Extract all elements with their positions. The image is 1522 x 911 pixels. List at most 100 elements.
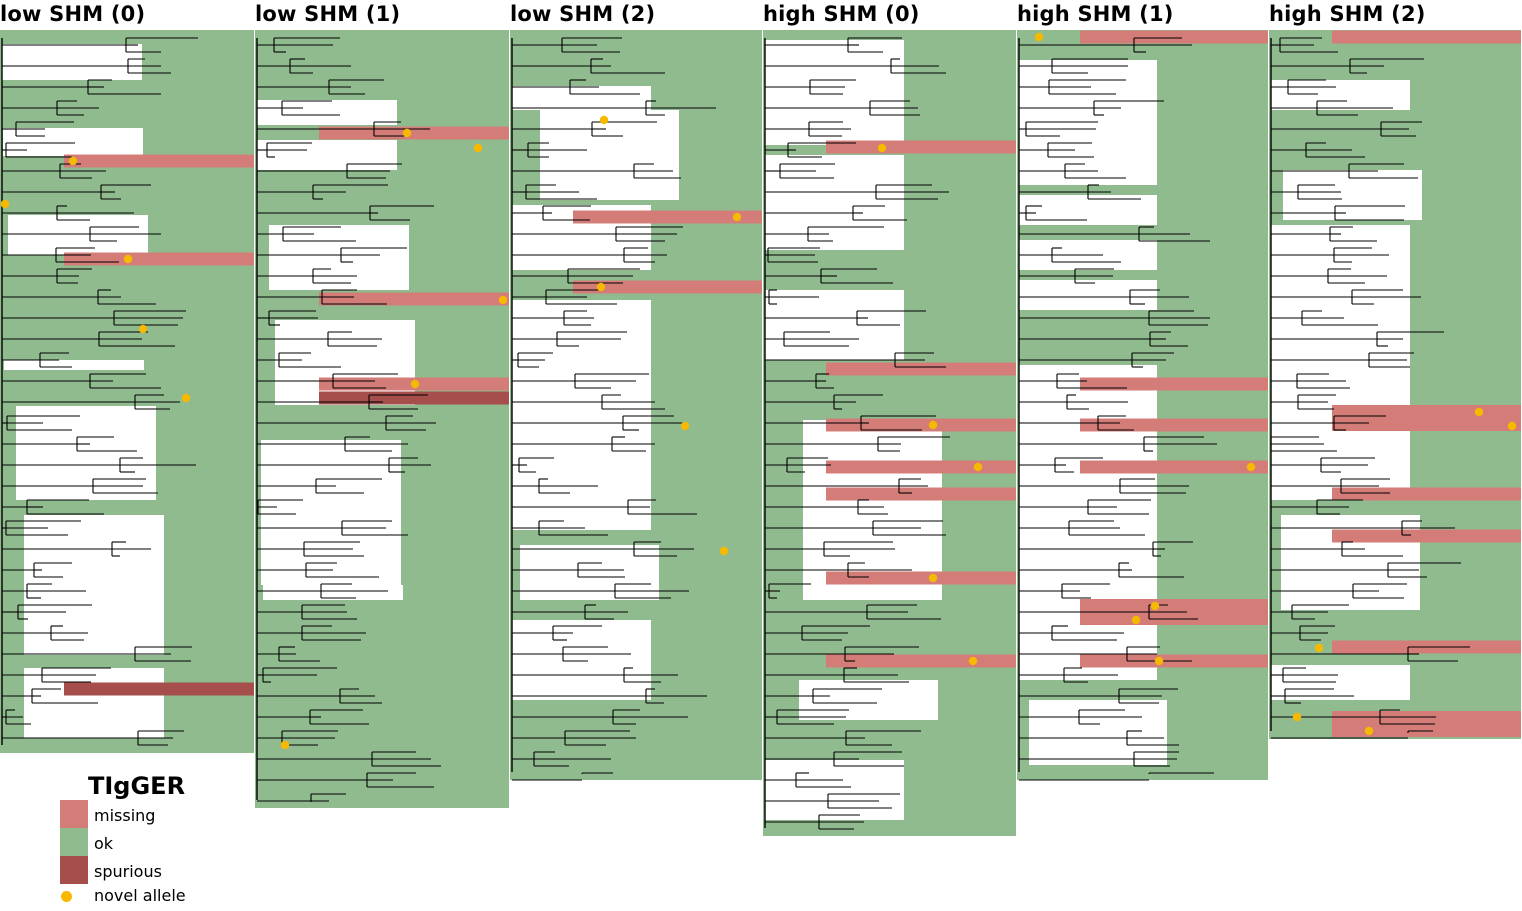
novel-allele-dot: [61, 891, 72, 902]
novel-allele-dot: [410, 379, 420, 389]
panel-title: high SHM (1): [1017, 2, 1174, 26]
unshaded-region: [257, 140, 397, 170]
legend-label-novel-allele: novel allele: [94, 886, 186, 905]
unshaded-region: [257, 100, 397, 125]
novel-allele-dot: [402, 128, 412, 138]
novel-allele-dot: [473, 143, 483, 153]
missing-row: [1080, 460, 1268, 474]
tree-plot: [0, 30, 254, 753]
missing-row: [573, 280, 762, 294]
legend-label-spurious: spurious: [94, 862, 162, 881]
legend-label-ok: ok: [94, 834, 114, 853]
unshaded-region: [512, 300, 651, 530]
missing-row: [64, 252, 254, 266]
tree-panel-low-shm-2: low SHM (2): [510, 0, 762, 911]
novel-allele-dot: [68, 156, 78, 166]
missing-row: [826, 460, 1016, 474]
novel-allele-dot: [599, 115, 609, 125]
spurious-row: [319, 391, 509, 405]
tree-plot: [255, 30, 509, 808]
novel-allele-dot: [1364, 726, 1374, 736]
tree-panel-high-shm-2: high SHM (2): [1269, 0, 1522, 911]
novel-allele-dot: [181, 393, 191, 403]
tree-plot: [1017, 30, 1268, 781]
unshaded-region: [540, 110, 679, 200]
spurious-row: [64, 682, 254, 696]
unshaded-region: [261, 440, 401, 585]
missing-row: [1080, 418, 1268, 432]
unshaded-region: [8, 215, 148, 255]
unshaded-region: [1019, 280, 1157, 310]
novel-allele-dot: [123, 254, 133, 264]
unshaded-region: [2, 44, 142, 80]
missing-swatch: [60, 800, 88, 828]
panel-title: low SHM (0): [0, 2, 146, 26]
novel-allele-dot: [968, 656, 978, 666]
novel-allele-dot: [1246, 462, 1256, 472]
tree-panel-high-shm-0: high SHM (0): [763, 0, 1016, 911]
missing-row: [826, 571, 1016, 585]
missing-row: [1080, 30, 1268, 44]
ok-swatch: [60, 828, 88, 856]
panel-title: low SHM (2): [510, 2, 656, 26]
unshaded-region: [512, 86, 651, 110]
unshaded-region: [765, 40, 904, 145]
tree-plot: [510, 30, 762, 781]
novel-allele-dot: [138, 324, 148, 334]
missing-row: [826, 140, 1016, 154]
unshaded-region: [765, 760, 904, 820]
unshaded-region: [799, 680, 938, 720]
missing-row: [1332, 487, 1521, 501]
unshaded-region: [3, 128, 143, 156]
novel-allele-dot: [928, 573, 938, 583]
spurious-swatch: [60, 856, 88, 884]
tree-panel-low-shm-0: low SHM (0): [0, 0, 254, 911]
legend: TIgGER missing ok spurious novel allele: [58, 770, 258, 910]
novel-allele-dot: [719, 546, 729, 556]
novel-allele-dot: [732, 212, 742, 222]
missing-row: [319, 126, 509, 140]
missing-row: [826, 362, 1016, 376]
tree-plot: [763, 30, 1016, 836]
legend-title: TIgGER: [88, 772, 186, 800]
missing-row: [1332, 30, 1521, 44]
novel-allele-dot: [1292, 712, 1302, 722]
unshaded-region: [512, 620, 651, 700]
novel-allele-dot: [1034, 32, 1044, 42]
panel-title: high SHM (2): [1269, 2, 1426, 26]
unshaded-region: [4, 360, 144, 370]
novel-allele-dot: [928, 420, 938, 430]
missing-row: [64, 154, 254, 168]
novel-allele-dot: [1507, 421, 1517, 431]
tree-panel-low-shm-1: low SHM (1): [255, 0, 509, 911]
novel-allele-dot: [1474, 407, 1484, 417]
novel-allele-dot: [1154, 656, 1164, 666]
unshaded-region: [269, 225, 409, 290]
novel-allele-dot: [0, 199, 10, 209]
unshaded-region: [263, 585, 403, 600]
tree-panel-high-shm-1: high SHM (1): [1017, 0, 1269, 911]
legend-label-missing: missing: [94, 806, 156, 825]
unshaded-region: [1271, 80, 1410, 110]
missing-row: [319, 292, 509, 306]
panel-title: high SHM (0): [763, 2, 920, 26]
unshaded-region: [1019, 365, 1157, 680]
missing-row: [573, 210, 762, 224]
missing-row: [826, 654, 1016, 668]
novel-allele-dot: [1314, 643, 1324, 653]
tree-plot: [1269, 30, 1521, 739]
unshaded-region: [1029, 700, 1167, 765]
unshaded-region: [1271, 225, 1410, 500]
missing-row: [826, 487, 1016, 501]
missing-row: [1332, 405, 1521, 431]
novel-allele-dot: [1150, 601, 1160, 611]
missing-row: [826, 418, 1016, 432]
novel-allele-dot: [680, 421, 690, 431]
novel-allele-dot: [973, 462, 983, 472]
unshaded-region: [520, 545, 659, 600]
novel-allele-dot: [596, 282, 606, 292]
novel-allele-dot: [1131, 615, 1141, 625]
panel-title: low SHM (1): [255, 2, 401, 26]
novel-allele-dot: [877, 143, 887, 153]
missing-row: [1080, 377, 1268, 391]
